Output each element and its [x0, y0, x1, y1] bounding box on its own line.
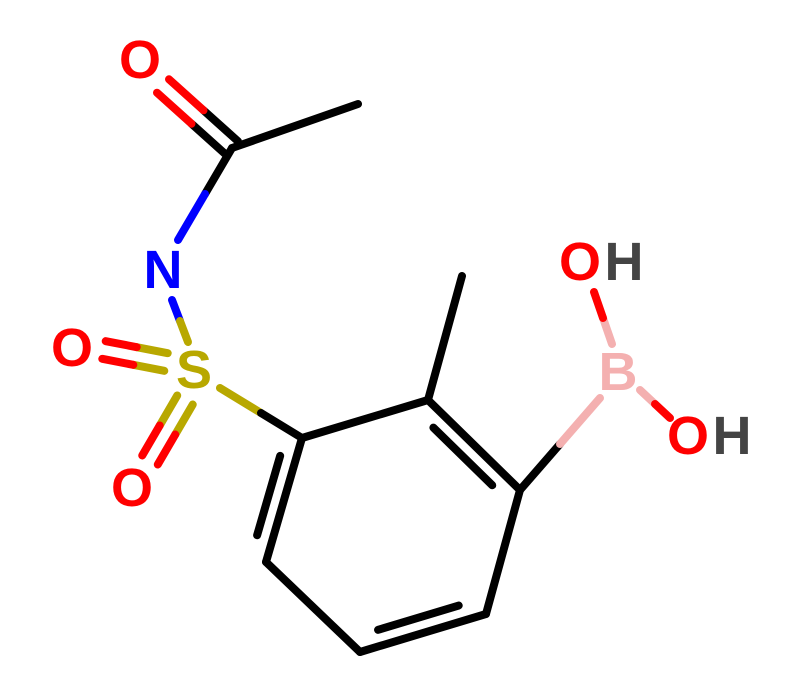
atom-OH1b: H — [605, 232, 644, 292]
molecule-diagram: ONSOOBOHOH — [0, 0, 787, 689]
atom-N: N — [144, 240, 183, 300]
atom-S: S — [176, 340, 212, 400]
atom-OH2b: H — [713, 406, 752, 466]
atom-O2: O — [51, 318, 93, 378]
atom-O3: O — [111, 458, 153, 518]
atom-OH2a: O — [667, 406, 709, 466]
atom-OH1a: O — [559, 232, 601, 292]
atom-O1: O — [119, 30, 161, 90]
atoms-group: ONSOOBOHOH — [51, 30, 752, 518]
atom-B: B — [599, 342, 638, 402]
